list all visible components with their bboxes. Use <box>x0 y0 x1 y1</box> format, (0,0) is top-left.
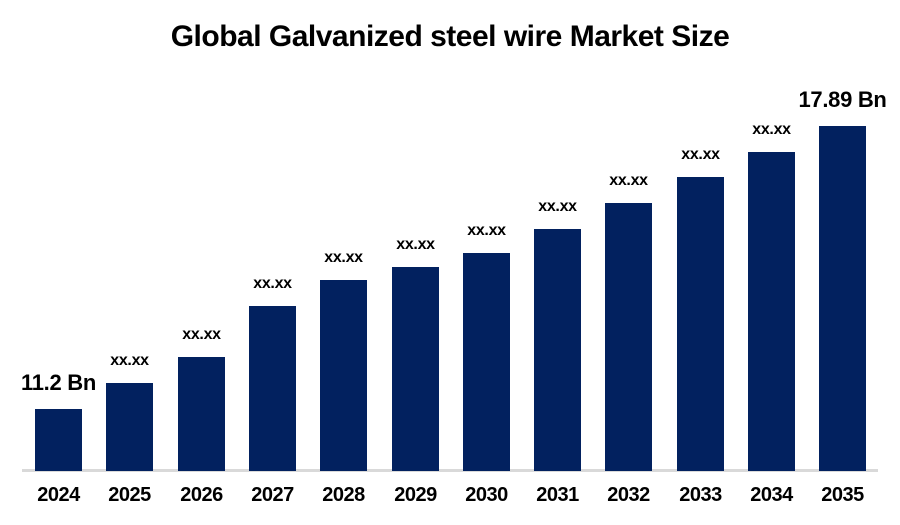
value-label-2025: xx.xx <box>110 352 149 369</box>
value-label-2024: 11.2 Bn <box>21 370 96 395</box>
x-axis-label-2029: 2029 <box>394 484 437 506</box>
x-axis-label-2035: 2035 <box>821 484 864 506</box>
value-label-2032: xx.xx <box>609 172 648 189</box>
bar-2033 <box>677 177 724 471</box>
bar-2034 <box>748 152 795 471</box>
x-axis-label-2030: 2030 <box>465 484 508 506</box>
x-axis-line <box>22 469 878 472</box>
bar-2025 <box>106 383 153 471</box>
x-axis-label-2026: 2026 <box>180 484 223 506</box>
bar-2035 <box>819 126 866 471</box>
bar-2028 <box>320 280 367 471</box>
bar-2027 <box>249 306 296 471</box>
x-axis-label-2027: 2027 <box>251 484 294 506</box>
x-axis-label-2025: 2025 <box>108 484 151 506</box>
x-axis-label-2024: 2024 <box>37 484 80 506</box>
value-label-2029: xx.xx <box>396 236 435 253</box>
x-axis-label-2032: 2032 <box>607 484 650 506</box>
x-axis-label-2034: 2034 <box>750 484 793 506</box>
value-label-2035: 17.89 Bn <box>798 87 887 112</box>
x-axis-label-2033: 2033 <box>679 484 722 506</box>
bar-2029 <box>392 267 439 471</box>
chart-title: Global Galvanized steel wire Market Size <box>170 20 730 53</box>
bar-2024 <box>35 409 82 471</box>
value-label-2030: xx.xx <box>467 222 506 239</box>
value-label-2026: xx.xx <box>182 326 221 343</box>
bar-2030 <box>463 253 510 471</box>
bar-2026 <box>178 357 225 471</box>
bar-2032 <box>605 203 652 471</box>
bar-2031 <box>534 229 581 471</box>
value-label-2031: xx.xx <box>538 198 577 215</box>
x-axis-label-2028: 2028 <box>322 484 365 506</box>
value-label-2034: xx.xx <box>752 121 791 138</box>
value-label-2027: xx.xx <box>253 275 292 292</box>
value-label-2028: xx.xx <box>324 249 363 266</box>
x-axis-label-2031: 2031 <box>536 484 579 506</box>
value-label-2033: xx.xx <box>681 146 720 163</box>
